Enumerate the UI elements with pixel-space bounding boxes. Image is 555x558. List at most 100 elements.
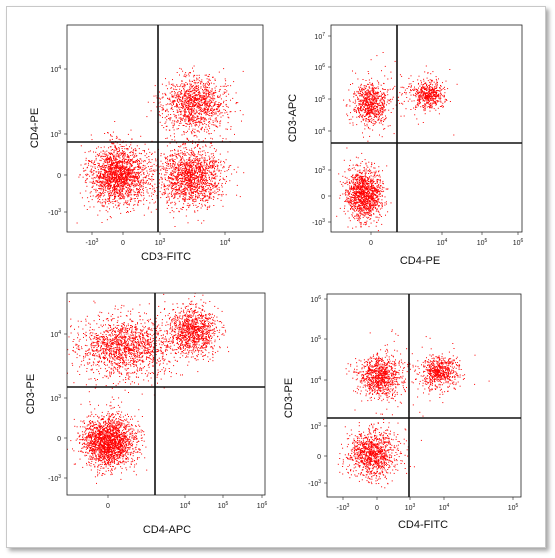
event-point bbox=[207, 206, 209, 208]
event-point bbox=[195, 175, 197, 177]
event-point bbox=[214, 102, 216, 104]
event-point bbox=[201, 187, 203, 189]
event-point bbox=[217, 194, 219, 196]
event-point bbox=[112, 163, 114, 165]
event-point bbox=[116, 149, 118, 151]
event-point bbox=[366, 113, 368, 114]
event-point bbox=[180, 100, 182, 102]
event-point bbox=[154, 189, 155, 191]
event-point bbox=[181, 164, 182, 166]
event-point bbox=[190, 111, 192, 113]
event-point bbox=[192, 111, 194, 113]
event-point bbox=[114, 191, 115, 193]
event-point bbox=[177, 149, 179, 151]
event-point bbox=[151, 185, 153, 187]
event-point bbox=[380, 84, 382, 86]
event-point bbox=[92, 166, 94, 168]
event-point bbox=[203, 112, 205, 114]
event-point bbox=[199, 191, 201, 193]
event-point bbox=[198, 101, 200, 102]
event-point bbox=[139, 162, 141, 164]
event-point bbox=[134, 167, 136, 169]
event-point bbox=[94, 182, 96, 184]
event-point bbox=[132, 182, 134, 184]
event-point bbox=[142, 150, 144, 151]
event-point bbox=[195, 162, 197, 163]
event-point bbox=[90, 191, 92, 193]
event-point bbox=[127, 160, 129, 162]
event-point bbox=[117, 163, 118, 165]
event-point bbox=[125, 200, 127, 202]
event-point bbox=[190, 165, 192, 167]
event-point bbox=[192, 185, 194, 187]
event-point bbox=[133, 198, 135, 200]
event-point bbox=[106, 219, 108, 221]
event-point bbox=[123, 195, 125, 197]
event-point bbox=[199, 112, 201, 114]
event-point bbox=[98, 153, 100, 155]
event-point bbox=[169, 212, 171, 214]
event-point bbox=[196, 112, 198, 114]
event-point bbox=[179, 99, 181, 101]
event-point bbox=[364, 94, 366, 96]
event-point bbox=[154, 151, 156, 153]
event-point bbox=[184, 165, 186, 167]
event-point bbox=[205, 179, 207, 181]
event-point bbox=[180, 159, 182, 160]
event-point bbox=[180, 68, 182, 70]
event-point bbox=[185, 215, 187, 217]
event-point bbox=[189, 106, 191, 108]
event-point bbox=[192, 86, 193, 88]
event-point bbox=[214, 168, 215, 170]
event-point bbox=[97, 146, 99, 148]
event-point bbox=[115, 173, 117, 175]
event-point bbox=[146, 153, 148, 155]
event-point bbox=[120, 198, 122, 200]
event-point bbox=[101, 155, 103, 157]
event-point bbox=[173, 192, 175, 194]
event-point bbox=[357, 78, 359, 80]
event-point bbox=[176, 177, 178, 179]
event-point bbox=[203, 157, 205, 159]
event-point bbox=[210, 90, 212, 92]
event-point bbox=[203, 180, 205, 181]
event-point bbox=[192, 130, 193, 132]
event-point bbox=[179, 146, 181, 148]
event-point bbox=[372, 95, 374, 97]
event-point bbox=[209, 92, 211, 93]
event-point bbox=[177, 110, 179, 112]
event-point bbox=[108, 179, 110, 181]
event-point bbox=[197, 99, 199, 101]
event-point bbox=[200, 117, 202, 119]
event-point bbox=[91, 160, 93, 162]
event-point bbox=[182, 172, 184, 173]
event-point bbox=[219, 110, 221, 112]
event-point bbox=[185, 72, 187, 74]
event-point bbox=[168, 118, 170, 119]
event-point bbox=[142, 185, 144, 187]
event-point bbox=[129, 170, 131, 172]
event-point bbox=[203, 220, 205, 222]
event-point bbox=[116, 171, 118, 173]
event-point bbox=[190, 172, 192, 174]
event-point bbox=[211, 161, 213, 163]
event-point bbox=[183, 90, 185, 92]
event-point bbox=[205, 179, 207, 180]
event-point bbox=[114, 189, 116, 191]
event-point bbox=[127, 196, 129, 198]
event-point bbox=[115, 179, 117, 181]
event-point bbox=[181, 104, 183, 106]
event-point bbox=[159, 179, 161, 181]
event-point bbox=[204, 157, 206, 159]
event-point bbox=[168, 199, 170, 201]
event-point bbox=[213, 130, 215, 132]
event-point bbox=[101, 158, 103, 160]
event-point bbox=[171, 166, 173, 168]
event-point bbox=[191, 118, 193, 120]
event-point bbox=[154, 190, 156, 192]
event-point bbox=[223, 109, 225, 111]
event-point bbox=[103, 156, 105, 158]
event-point bbox=[131, 169, 133, 171]
event-point bbox=[110, 172, 112, 174]
event-point bbox=[220, 116, 222, 118]
